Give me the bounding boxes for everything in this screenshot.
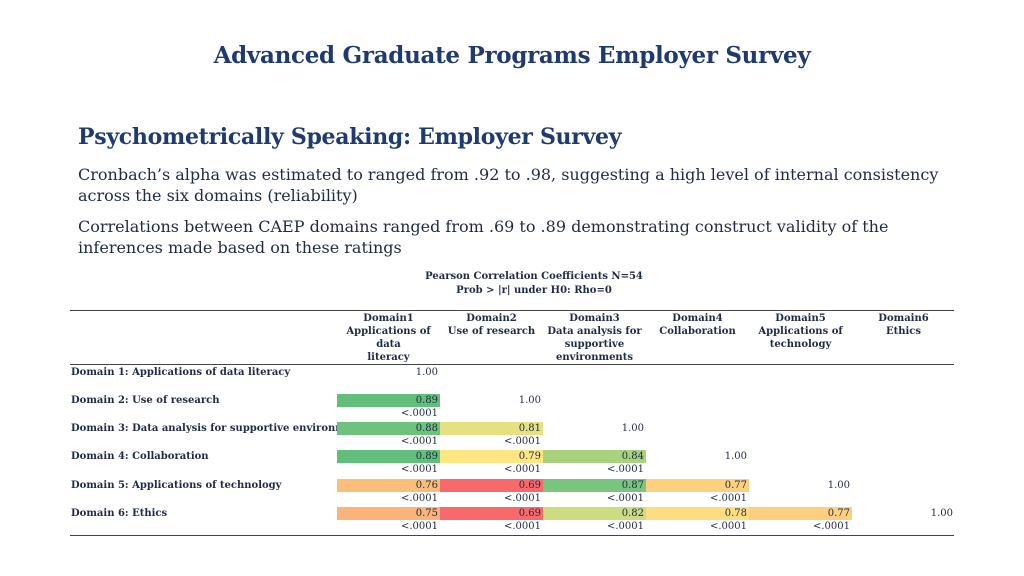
column-header-domain1: Domain1 Applications of data literacy [337,312,440,377]
correlation-cell: 0.77 [646,479,749,492]
column-header-line: literacy [367,352,410,363]
column-header-domain2: Domain2 Use of research [440,312,543,364]
column-header-line: Collaboration [659,326,736,337]
column-header-line: Applications of [758,326,843,337]
column-header-line: Ethics [885,326,922,337]
correlation-cell: 1.00 [852,507,955,520]
p-value-cell: <.0001 [400,436,438,447]
column-header-line [646,351,749,364]
p-value-cell: <.0001 [606,521,644,532]
column-header-line: technology [769,339,832,350]
p-value-cell: <.0001 [503,493,541,504]
table-bottom-rule [70,535,954,536]
correlation-cell: 0.89 [337,394,440,407]
row-label: Domain 3: Data analysis for supportive e… [71,423,370,434]
p-value-cell: <.0001 [606,493,644,504]
column-header-domain3: Domain3 Data analysis for supportive enviro… [543,312,646,364]
column-header-line [440,338,543,351]
column-header-line [852,338,955,351]
column-header-line [852,351,955,364]
correlation-cell: 0.75 [337,507,440,520]
row-label: Domain 6: Ethics [71,508,168,519]
column-header-line: Domain3 [569,313,620,324]
p-value-cell: <.0001 [503,436,541,447]
page-title: Advanced Graduate Programs Employer Surv… [213,42,811,69]
correlation-cell: 0.82 [543,507,646,520]
p-value-cell: <.0001 [503,521,541,532]
column-header-line: environments [556,352,633,363]
column-header-domain6: Domain6 Ethics [852,312,955,364]
row-label: Domain 5: Applications of technology [71,480,282,491]
column-header-line: Domain1 [363,313,414,324]
correlation-cell: 1.00 [543,422,646,435]
p-value-cell: <.0001 [400,464,438,475]
column-header-line: Use of research [447,326,536,337]
column-header-line: supportive [564,339,625,350]
correlation-cell: 0.79 [440,450,543,463]
table-caption-subtitle: Prob > |r| under H0: Rho=0 [456,285,612,296]
column-header-line [646,338,749,351]
column-header-line: Domain5 [775,313,826,324]
row-label: Domain 4: Collaboration [71,451,209,462]
correlation-cell: 1.00 [337,366,440,379]
column-header-line: Applications of data [346,326,431,350]
table-caption-title: Pearson Correlation Coefficients N=54 [425,271,643,282]
p-value-cell: <.0001 [709,493,747,504]
column-header-domain5: Domain5 Applications of technology [749,312,852,364]
correlation-cell: 0.88 [337,422,440,435]
correlation-cell: 1.00 [440,394,543,407]
p-value-cell: <.0001 [503,464,541,475]
column-header-line: Domain4 [672,313,723,324]
correlation-cell: 0.78 [646,507,749,520]
p-value-cell: <.0001 [400,408,438,419]
reliability-paragraph: Cronbach’s alpha was estimated to ranged… [78,165,939,205]
p-value-cell: <.0001 [812,521,850,532]
correlation-cell: 0.89 [337,450,440,463]
table-top-rule [70,310,954,311]
validity-paragraph: Correlations between CAEP domains ranged… [78,217,889,257]
section-subtitle: Psychometrically Speaking: Employer Surv… [78,124,622,150]
column-header-line [440,351,543,364]
p-value-cell: <.0001 [709,521,747,532]
correlation-cell: 0.69 [440,507,543,520]
correlation-cell: 1.00 [646,450,749,463]
correlation-cell: 1.00 [749,479,852,492]
column-header-line: Domain2 [466,313,517,324]
column-header-domain4: Domain4 Collaboration [646,312,749,364]
correlation-cell: 0.76 [337,479,440,492]
correlation-cell: 0.84 [543,450,646,463]
column-header-line [749,351,852,364]
column-header-line: Data analysis for [547,326,642,337]
correlation-cell: 0.69 [440,479,543,492]
p-value-cell: <.0001 [400,493,438,504]
correlation-cell: 0.87 [543,479,646,492]
column-header-line: Domain6 [878,313,929,324]
row-label: Domain 2: Use of research [71,395,220,406]
p-value-cell: <.0001 [400,521,438,532]
correlation-cell: 0.81 [440,422,543,435]
row-label: Domain 1: Applications of data literacy [71,367,291,378]
p-value-cell: <.0001 [606,464,644,475]
correlation-cell: 0.77 [749,507,852,520]
table-header-rule [70,364,954,365]
